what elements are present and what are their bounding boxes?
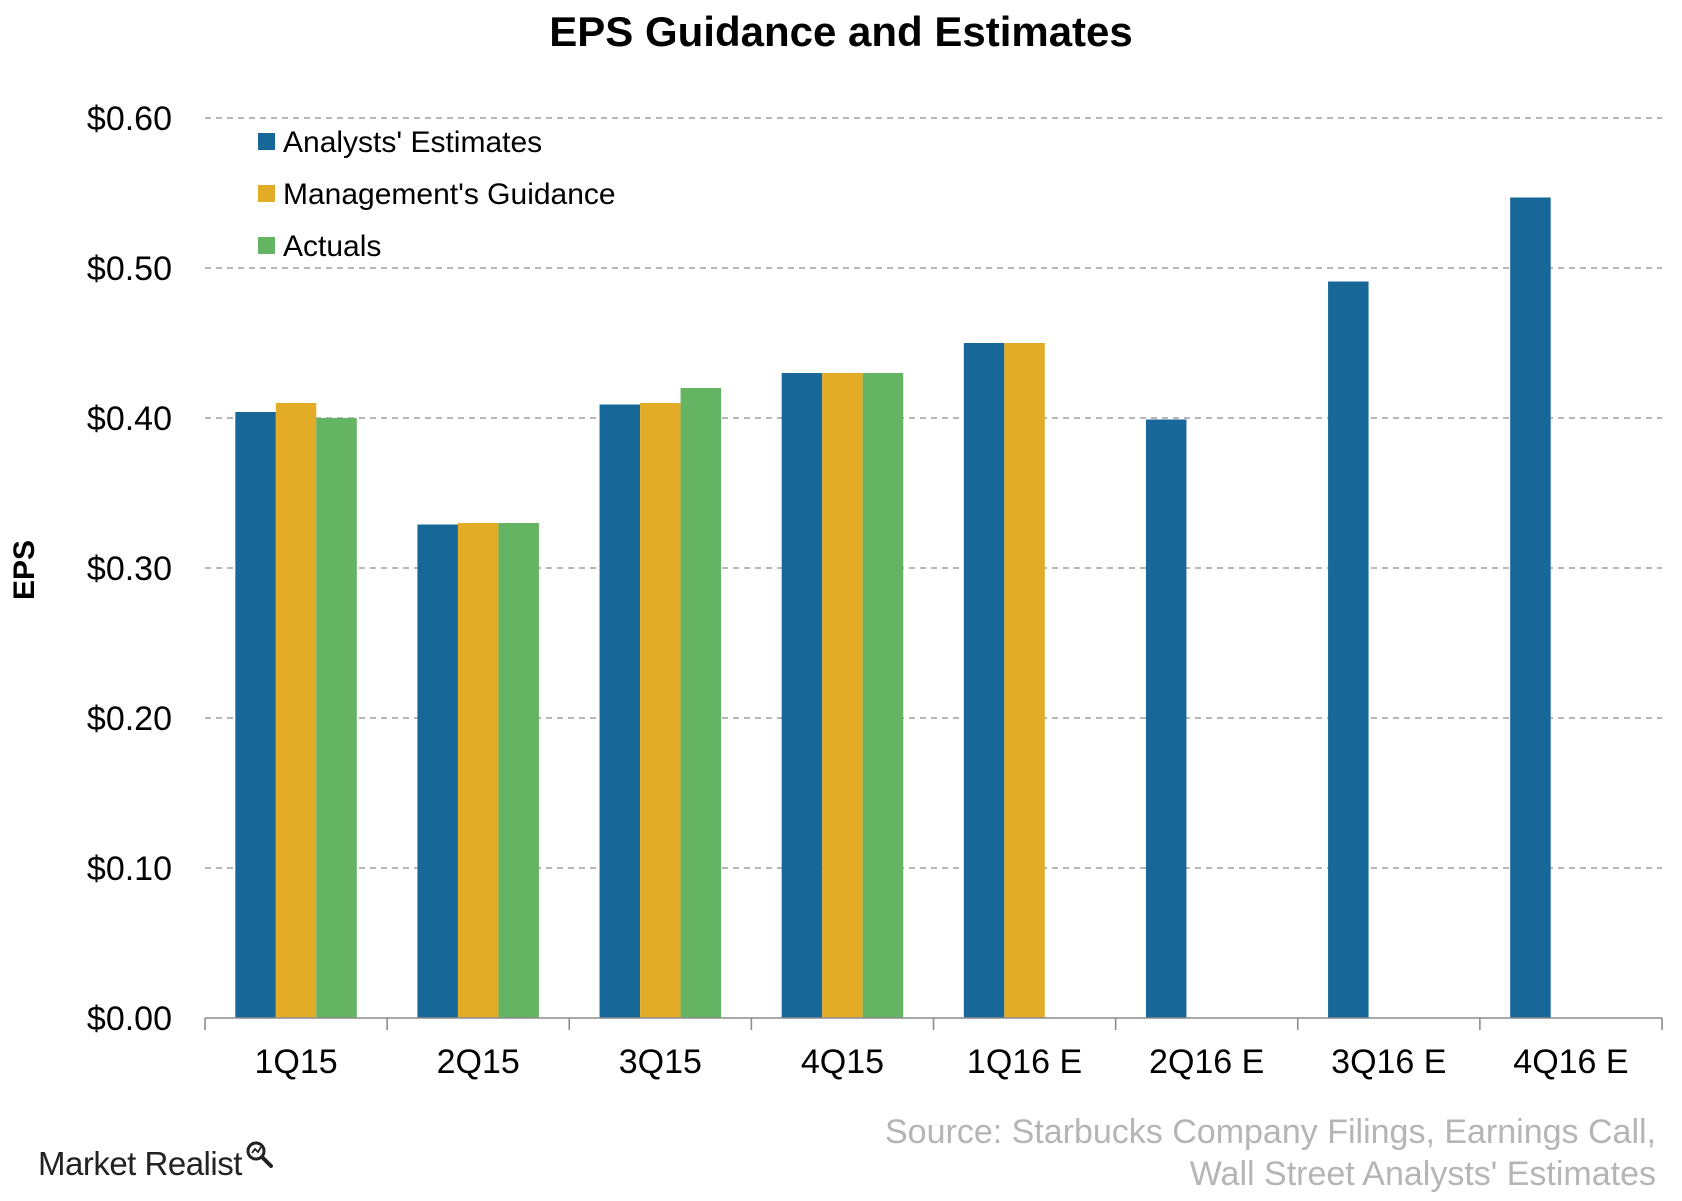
brand-logo-text: Market Realist	[38, 1145, 242, 1182]
y-tick-label: $0.50	[87, 250, 172, 288]
bar	[781, 373, 823, 1018]
legend-swatch	[258, 185, 275, 202]
bar	[417, 524, 458, 1018]
x-tick-label: 3Q15	[619, 1043, 702, 1081]
bar	[963, 343, 1005, 1018]
x-tick-label: 3Q16 E	[1331, 1043, 1446, 1081]
y-tick-labels: $0.00 $0.10 $0.20 $0.30 $0.40 $0.50 $0.60	[87, 100, 172, 1038]
legend-label: Actuals	[283, 230, 381, 263]
bar	[680, 388, 722, 1018]
source-line-1: Source: Starbucks Company Filings, Earni…	[885, 1113, 1656, 1151]
legend-swatch	[258, 237, 275, 254]
bars	[235, 197, 1551, 1018]
legend-label: Management's Guidance	[283, 178, 616, 211]
bar	[235, 412, 276, 1018]
bar	[498, 523, 539, 1018]
legend: Analysts' Estimates Management's Guidance…	[258, 126, 616, 263]
x-tick-label: 2Q15	[437, 1043, 520, 1081]
y-tick-label: $0.10	[87, 850, 172, 888]
x-axis	[204, 1017, 1663, 1030]
magnifier-icon	[244, 1139, 274, 1169]
bar	[862, 373, 904, 1018]
bar	[1004, 343, 1045, 1018]
x-tick-label: 1Q16 E	[967, 1043, 1082, 1081]
brand-logo: Market Realist	[38, 1141, 274, 1183]
bar	[275, 403, 317, 1018]
x-tick-label: 4Q15	[801, 1043, 884, 1081]
y-axis-label: EPS	[8, 540, 41, 600]
x-tick-label: 4Q16 E	[1513, 1043, 1628, 1081]
bar	[1510, 197, 1551, 1018]
y-tick-label: $0.40	[87, 400, 172, 438]
y-tick-label: $0.60	[87, 100, 172, 138]
y-tick-label: $0.30	[87, 550, 172, 588]
bar	[457, 523, 499, 1018]
bar	[1145, 419, 1187, 1018]
bar	[316, 418, 357, 1018]
x-tick-label: 2Q16 E	[1149, 1043, 1264, 1081]
x-tick-labels: 1Q15 2Q15 3Q15 4Q15 1Q16 E 2Q16 E 3Q16 E 4Q16 E	[254, 1043, 1628, 1081]
y-tick-label: $0.20	[87, 700, 172, 738]
bar	[822, 373, 863, 1018]
legend-label: Analysts' Estimates	[283, 126, 542, 159]
legend-swatch	[258, 133, 275, 150]
bar	[640, 403, 681, 1018]
x-tick-label: 1Q15	[254, 1043, 337, 1081]
bar	[599, 404, 641, 1018]
y-tick-label: $0.00	[87, 1000, 172, 1038]
chart-title: EPS Guidance and Estimates	[549, 8, 1133, 55]
bar	[1328, 281, 1369, 1018]
source-line-2: Wall Street Analysts' Estimates	[1190, 1155, 1656, 1193]
